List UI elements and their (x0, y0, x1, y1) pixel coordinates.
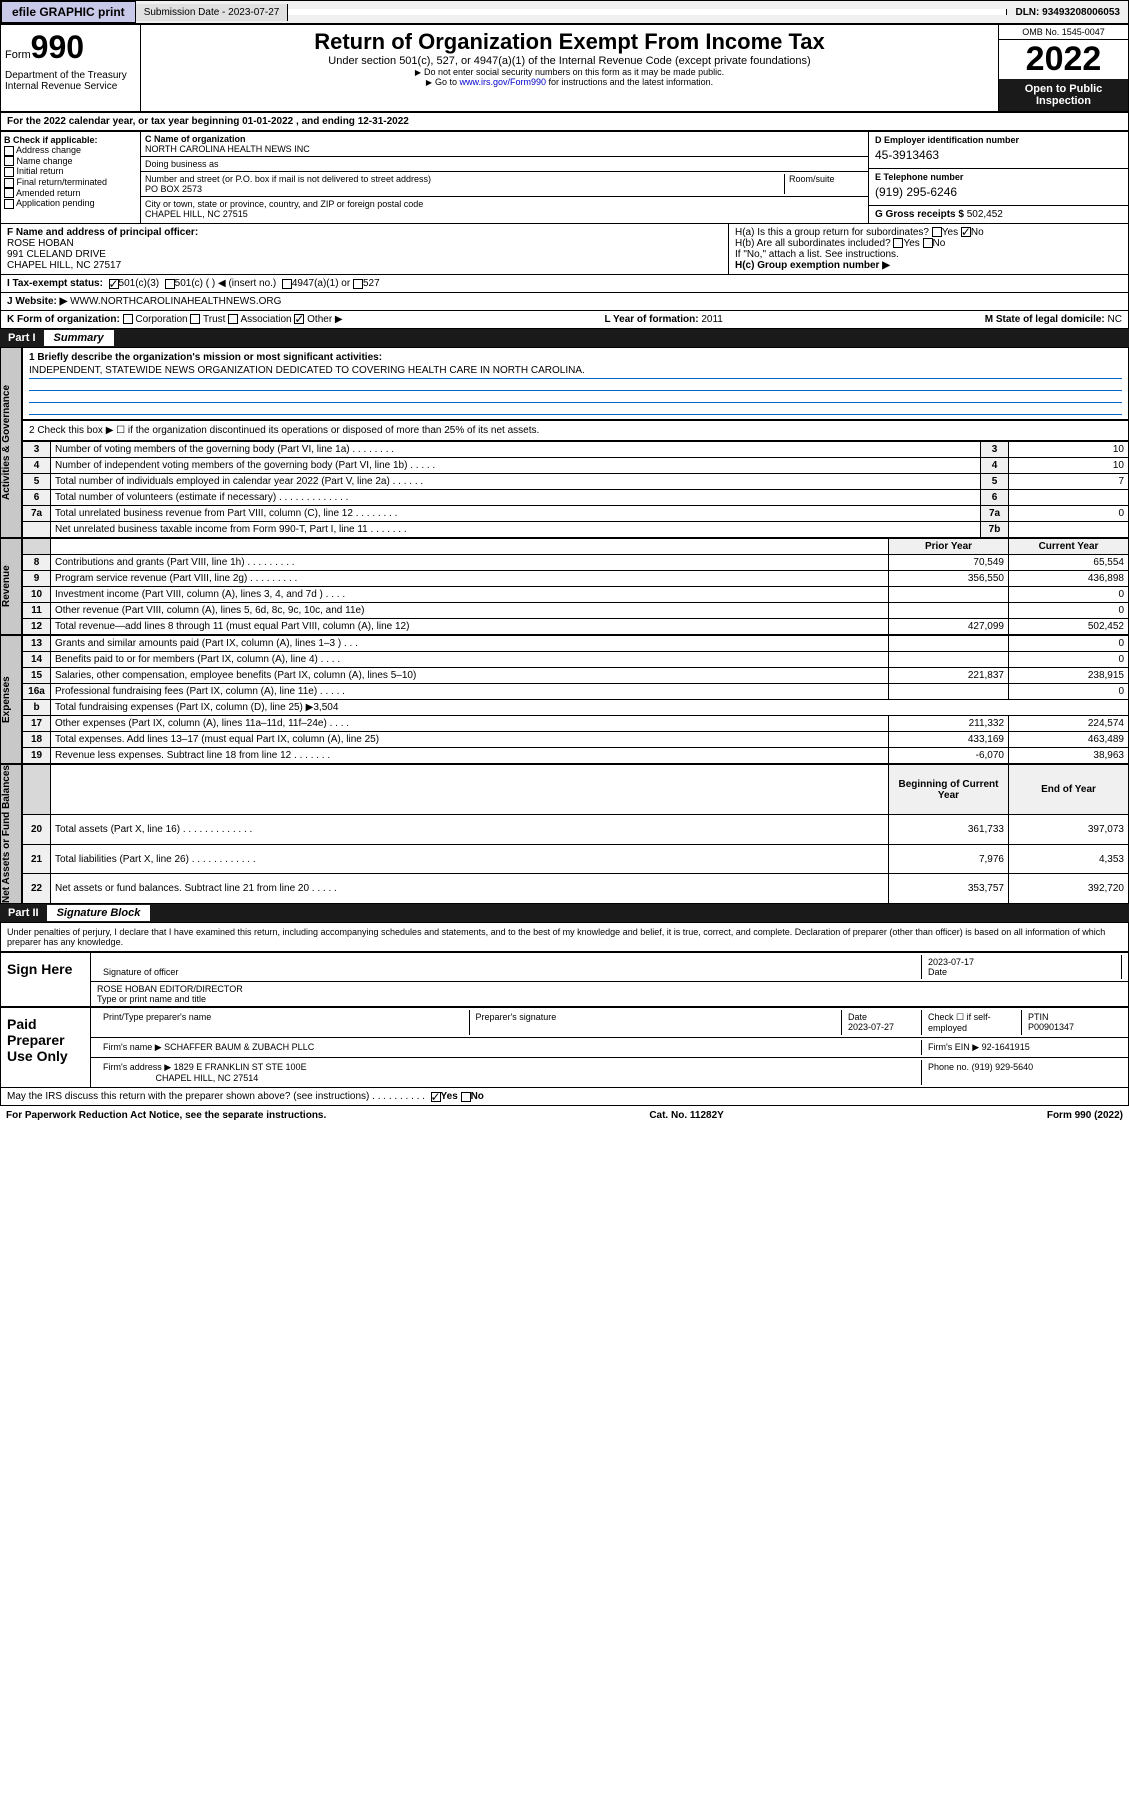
b-checkboxes: B Check if applicable: Address change Na… (1, 132, 141, 223)
net-table: Beginning of Current YearEnd of Year20To… (22, 764, 1129, 904)
rev-label: Revenue (0, 538, 22, 635)
irs-link[interactable]: www.irs.gov/Form990 (460, 77, 547, 87)
subtitle-1: Under section 501(c), 527, or 4947(a)(1)… (145, 55, 994, 67)
c-name-address: C Name of organizationNORTH CAROLINA HEA… (141, 132, 868, 223)
penalties: Under penalties of perjury, I declare th… (0, 922, 1129, 952)
chk-app[interactable] (4, 199, 14, 209)
chk-4947[interactable] (282, 279, 292, 289)
domicile: NC (1108, 314, 1122, 325)
discuss-yes[interactable] (431, 1092, 441, 1102)
mission: INDEPENDENT, STATEWIDE NEWS ORGANIZATION… (29, 363, 1122, 379)
chk-name[interactable] (4, 156, 14, 166)
paid-preparer: Paid Preparer Use Only (1, 1008, 91, 1087)
section-i: I Tax-exempt status: 501(c)(3) 501(c) ( … (0, 275, 1129, 293)
part2-header: Part IISignature Block (0, 904, 1129, 922)
q1: 1 Briefly describe the organization's mi… (22, 347, 1129, 420)
chk-527[interactable] (353, 279, 363, 289)
part1-header: Part ISummary (0, 329, 1129, 347)
section-b-to-g: B Check if applicable: Address change Na… (0, 131, 1129, 224)
chk-501c[interactable] (165, 279, 175, 289)
subtitle-2: Do not enter social security numbers on … (145, 67, 994, 77)
dln: DLN: 93493208006053 (1007, 4, 1128, 21)
rev-table: Prior YearCurrent Year8Contributions and… (22, 538, 1129, 635)
website: WWW.NORTHCAROLINAHEALTHNEWS.ORG (70, 296, 281, 307)
h-group: H(a) Is this a group return for subordin… (728, 224, 1128, 274)
form-990: 990 (31, 29, 84, 65)
principal-officer: F Name and address of principal officer:… (1, 224, 728, 274)
sign-here: Sign Here (1, 953, 91, 1006)
year-formation: 2011 (701, 314, 723, 325)
chk-initial[interactable] (4, 167, 14, 177)
topbar: efile GRAPHIC print Submission Date - 20… (0, 0, 1129, 24)
org-address: PO BOX 2573 (145, 184, 202, 194)
ptin: P00901347 (1028, 1022, 1074, 1032)
discuss-row: May the IRS discuss this return with the… (0, 1088, 1129, 1106)
tax-year: 2022 (999, 40, 1128, 79)
form-number-box: Form990 Department of the Treasury Inter… (1, 25, 141, 111)
exp-label: Expenses (0, 635, 22, 764)
gov-table: 3Number of voting members of the governi… (22, 441, 1129, 538)
d-e-g: D Employer identification number45-39134… (868, 132, 1128, 223)
org-city: CHAPEL HILL, NC 27515 (145, 209, 248, 219)
hb-yes[interactable] (893, 238, 903, 248)
open-public: Open to Public Inspection (999, 79, 1128, 111)
paid-preparer-block: Paid Preparer Use Only Print/Type prepar… (0, 1007, 1129, 1088)
footer: For Paperwork Reduction Act Notice, see … (0, 1106, 1129, 1125)
submission-date: Submission Date - 2023-07-27 (136, 4, 289, 21)
chk-final[interactable] (4, 178, 14, 188)
governance-block: Activities & Governance 1 Briefly descri… (0, 347, 1129, 538)
title-box: Return of Organization Exempt From Incom… (141, 25, 998, 111)
chk-amended[interactable] (4, 188, 14, 198)
tax-period: For the 2022 calendar year, or tax year … (0, 112, 1129, 131)
discuss-no[interactable] (461, 1092, 471, 1102)
firm-ein: 92-1641915 (982, 1042, 1030, 1052)
sign-date: 2023-07-17 (928, 957, 974, 967)
revenue-block: Revenue Prior YearCurrent Year8Contribut… (0, 538, 1129, 635)
omb: OMB No. 1545-0047 (999, 25, 1128, 40)
exp-table: 13Grants and similar amounts paid (Part … (22, 635, 1129, 764)
section-k-l-m: K Form of organization: Corporation Trus… (0, 311, 1129, 329)
subtitle-3: Go to www.irs.gov/Form990 for instructio… (145, 77, 994, 87)
prep-date: 2023-07-27 (848, 1022, 894, 1032)
chk-address[interactable] (4, 146, 14, 156)
ein: 45-3913463 (875, 145, 1122, 165)
sign-here-block: Sign Here Signature of officer2023-07-17… (0, 952, 1129, 1007)
section-j: J Website: ▶ WWW.NORTHCAROLINAHEALTHNEWS… (0, 293, 1129, 311)
ha-yes[interactable] (932, 227, 942, 237)
form-label: Form (5, 49, 31, 61)
firm-phone: (919) 929-5640 (972, 1062, 1034, 1072)
expense-block: Expenses 13Grants and similar amounts pa… (0, 635, 1129, 764)
netassets-block: Net Assets or Fund Balances Beginning of… (0, 764, 1129, 904)
spacer (288, 9, 1007, 15)
year-box: OMB No. 1545-0047 2022 Open to Public In… (998, 25, 1128, 111)
q2: 2 Check this box ▶ ☐ if the organization… (22, 420, 1129, 441)
officer-name: ROSE HOBAN EDITOR/DIRECTOR (97, 984, 243, 994)
form-header: Form990 Department of the Treasury Inter… (0, 24, 1129, 112)
firm-name: SCHAFFER BAUM & ZUBACH PLLC (164, 1042, 314, 1052)
form-title: Return of Organization Exempt From Incom… (145, 29, 994, 55)
firm-addr: 1829 E FRANKLIN ST STE 100E (174, 1062, 307, 1072)
gov-label: Activities & Governance (0, 347, 22, 538)
ha-no[interactable] (961, 227, 971, 237)
net-label: Net Assets or Fund Balances (0, 764, 22, 904)
phone: (919) 295-6246 (875, 182, 1122, 202)
org-name: NORTH CAROLINA HEALTH NEWS INC (145, 144, 310, 154)
dept: Department of the Treasury Internal Reve… (5, 66, 136, 92)
section-f-h: F Name and address of principal officer:… (0, 224, 1129, 275)
efile-btn[interactable]: efile GRAPHIC print (1, 1, 136, 23)
gross-receipts: 502,452 (967, 209, 1003, 220)
hb-no[interactable] (923, 238, 933, 248)
chk-501c3[interactable] (109, 279, 119, 289)
